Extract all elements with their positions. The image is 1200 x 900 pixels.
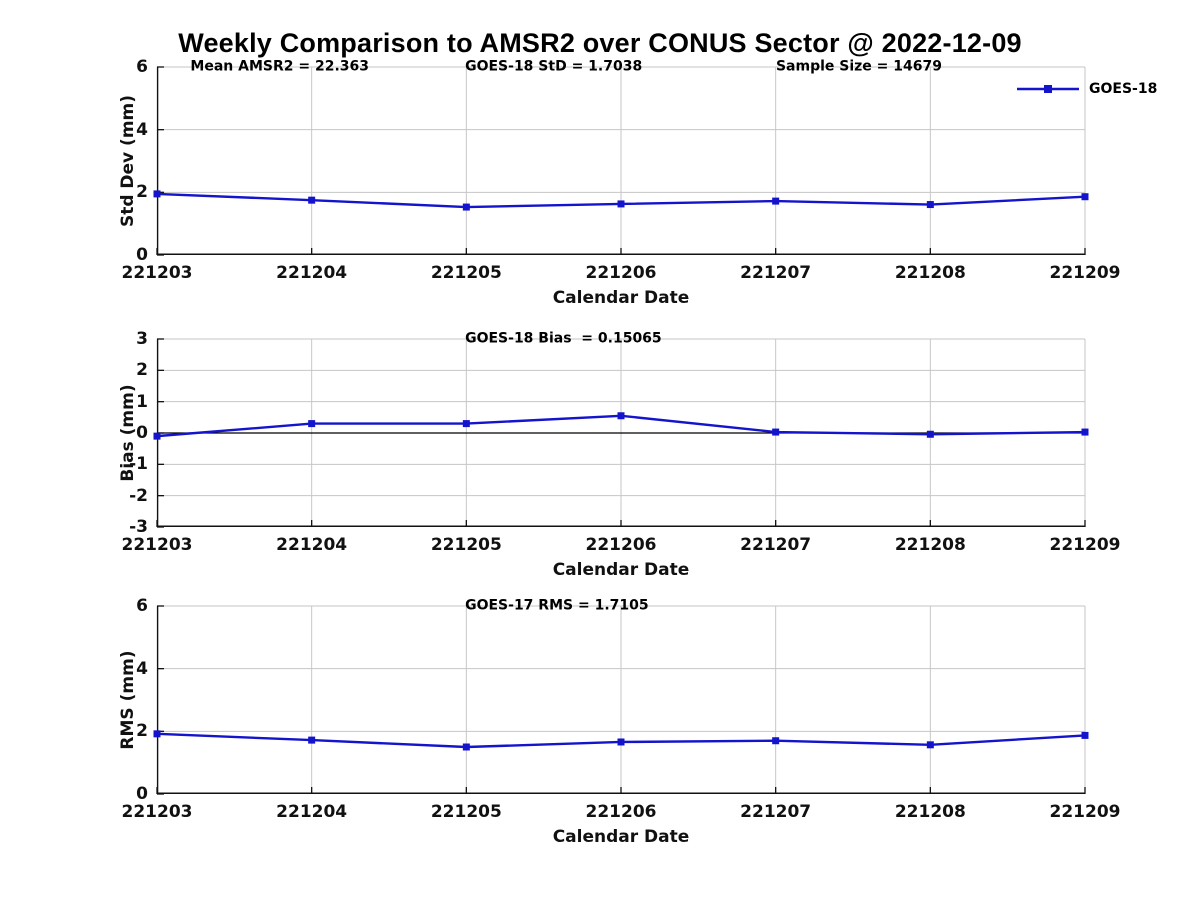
data-point-marker (617, 412, 625, 420)
y-tick-label: 2 (136, 721, 148, 742)
x-tick-label: 221204 (276, 802, 348, 822)
plot-canvas-bias (153, 338, 1089, 528)
x-tick-label: 221204 (276, 535, 348, 555)
x-tick-label: 221206 (585, 802, 657, 822)
data-point-marker (772, 737, 780, 745)
data-point-marker (1081, 731, 1089, 739)
plot-canvas-std-dev (153, 66, 1089, 256)
y-axis-label: Bias (mm) (118, 384, 138, 482)
x-tick-label: 221207 (740, 263, 812, 283)
y-axis-label: Std Dev (mm) (118, 94, 138, 228)
x-tick-label: 221206 (585, 535, 657, 555)
x-tick-label: 221207 (740, 802, 812, 822)
data-point-marker (153, 190, 161, 198)
y-tick-label: 4 (136, 119, 148, 140)
data-point-marker (772, 428, 780, 436)
y-tick-label: -3 (129, 517, 148, 537)
y-tick-label: 0 (136, 245, 148, 265)
x-tick-label: 221208 (894, 802, 966, 822)
y-tick-label: 6 (136, 596, 148, 616)
legend: GOES-18 (1015, 81, 1157, 97)
data-point-marker (308, 736, 316, 744)
x-tick-label: 221209 (1049, 263, 1121, 283)
x-axis-label: Calendar Date (552, 827, 690, 847)
x-tick-label: 221205 (430, 263, 502, 283)
x-tick-label: 221203 (121, 802, 193, 822)
subplot-rms: 0 2 4 6 221203 221204 221205 221206 221207 221208… (118, 596, 1120, 847)
data-point-marker (926, 201, 934, 209)
data-point-marker (1081, 193, 1089, 201)
figure-title: Weekly Comparison to AMSR2 over CONUS Se… (178, 28, 1022, 58)
y-tick-label: 0 (136, 784, 148, 804)
x-axis-label: Calendar Date (552, 560, 690, 580)
data-point-marker (617, 200, 625, 208)
y-tick-label: 2 (136, 182, 148, 203)
plot-annotation: Mean AMSR2 = 22.363 (190, 58, 369, 75)
x-tick-label: 221203 (121, 263, 193, 283)
x-tick-label: 221207 (740, 535, 812, 555)
y-tick-label: 4 (136, 658, 148, 679)
plot-canvas-rms (153, 605, 1089, 795)
data-point-marker (617, 738, 625, 746)
data-point-marker (926, 430, 934, 438)
plot-annotation: GOES-18 StD = 1.7038 (465, 58, 643, 75)
y-tick-label: 0 (136, 423, 148, 443)
x-tick-label: 221203 (121, 535, 193, 555)
x-tick-label: 221208 (894, 535, 966, 555)
y-tick-label: 1 (136, 391, 148, 412)
data-point-marker (308, 420, 316, 428)
data-point-marker (772, 197, 780, 205)
x-axis-label: Calendar Date (552, 288, 690, 308)
legend-label: GOES-18 (1089, 81, 1158, 97)
data-point-marker (926, 741, 934, 749)
x-tick-label: 221205 (430, 802, 502, 822)
subplot-std-dev: 0 2 4 6 221203 221204 221205 221206 221207 221208… (118, 57, 1120, 308)
data-point-marker (153, 432, 161, 440)
data-point-marker (1081, 428, 1089, 436)
y-tick-label: 6 (136, 57, 148, 77)
x-tick-label: 221204 (276, 263, 348, 283)
x-tick-label: 221209 (1049, 802, 1121, 822)
legend-square-marker-icon (1044, 85, 1052, 93)
plot-annotation: Sample Size = 14679 (775, 58, 942, 75)
y-tick-label: 2 (136, 360, 148, 381)
y-axis-label: RMS (mm) (118, 650, 138, 750)
data-point-marker (308, 196, 316, 204)
x-tick-label: 221208 (894, 263, 966, 283)
x-tick-label: 221206 (585, 263, 657, 283)
y-tick-label: -2 (129, 485, 148, 506)
y-tick-label: 3 (136, 329, 148, 349)
x-tick-label: 221209 (1049, 535, 1121, 555)
y-tick-label: -1 (129, 454, 148, 475)
plot-annotation: GOES-17 RMS = 1.7105 (465, 597, 649, 614)
data-point-marker (462, 743, 470, 751)
legend-line-sample (1017, 85, 1079, 93)
data-point-marker (462, 203, 470, 211)
data-point-marker (462, 420, 470, 428)
subplot-bias: 3 2 1 0 -1 -2 -3 221203 221204 221205 221206 221207… (118, 329, 1120, 580)
data-point-marker (153, 730, 161, 738)
plot-annotation: GOES-18 Bias = 0.15065 (465, 330, 662, 347)
x-tick-label: 221205 (430, 535, 502, 555)
